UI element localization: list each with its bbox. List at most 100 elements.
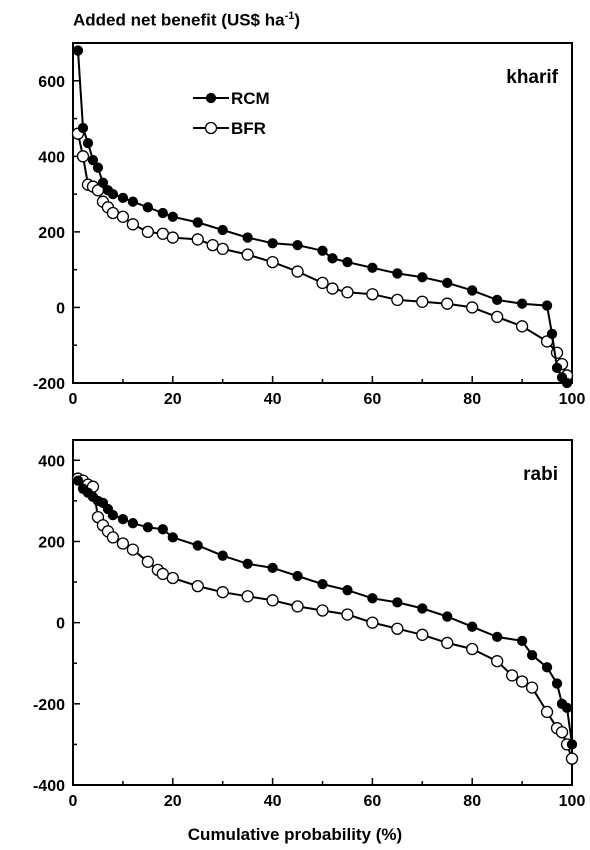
panel-kharif-rcm-point [82,137,94,149]
panel-kharif-y-tick-label: -200 [33,376,65,393]
y-axis-title-close: ) [294,10,301,30]
panel-kharif-legend-rcm-marker [205,92,217,104]
panel-rabi-rcm-point [541,662,553,673]
panel-kharif-rcm-point [516,298,528,309]
panel-kharif-x-tick-label: 80 [463,391,481,408]
panel-kharif-bfr-point [316,276,329,290]
panel-kharif-bfr-point [466,301,479,314]
panel-kharif-x-tick-label: 20 [164,391,182,408]
panel-rabi-y-tick-label: 200 [38,534,65,551]
panel-rabi-x-tick-label: 100 [559,793,586,810]
panel-kharif-x-tick-label: 60 [364,391,382,408]
panel-rabi-x-tick-label: 0 [69,793,78,810]
panel-rabi-bfr-point [191,579,204,593]
panel-kharif-rcm-point [417,272,428,283]
panel-rabi-bfr-point [141,555,155,568]
panel-rabi-bfr-point [216,586,229,599]
panel-kharif-legend-bfr-marker [204,121,218,135]
panel-kharif-bfr-point [366,288,379,301]
panel-kharif-bfr-point [191,233,204,246]
panel-kharif-bfr-point [416,295,429,308]
panel-kharif-rcm-point [491,294,503,306]
panel-rabi-rcm-point [516,635,528,647]
panel-rabi-bfr-point [266,594,279,607]
panel-kharif-rcm-point [317,245,328,256]
panel-kharif-bfr-point [341,286,354,299]
panel-kharif-rcm-point [551,362,563,374]
panel-kharif-bfr-point [216,242,229,256]
panel-rabi-rcm-point [117,513,129,525]
panel-rabi-rcm-point [467,621,478,632]
panel-kharif-rcm-point [97,177,109,188]
panel-rabi-bfr-point [106,531,120,544]
panel-kharif-rcm-point [561,377,573,389]
panel-kharif-rcm-point [157,207,168,219]
panel-kharif-rcm-point [546,328,558,340]
panel-rabi-rcm-point [217,550,228,561]
panel-kharif-frame [72,42,573,384]
panel-rabi-bfr-point [540,705,554,719]
panel-kharif-x-tick-label: 0 [69,391,78,408]
panel-kharif-rcm-point [127,196,139,207]
panel-kharif-bfr-point [326,282,339,295]
panel-kharif-bfr-point [141,225,155,239]
panel-rabi-bfr-point [441,636,454,650]
panel-kharif-bfr-point [126,218,140,231]
panel-kharif-bfr-point [266,255,279,269]
panel-rabi-y-tick-label: 0 [56,616,65,633]
panel-kharif-rcm-point [167,211,178,222]
panel-kharif-rcm-line [77,50,568,384]
panel-rabi-bfr-point [525,681,539,694]
panel-rabi-rcm-point [267,562,278,574]
panel-kharif-legend-rcm-label: RCM [231,89,270,108]
panel-kharif-y-tick-label: 200 [38,225,65,242]
panel-rabi-x-tick-label: 40 [264,793,282,810]
panel-kharif-bfr-point [291,265,304,278]
panel-kharif-legend-bfr-label: BFR [231,119,266,138]
panel-kharif-y-tick-label: 0 [56,300,65,317]
panel-rabi-rcm-point [561,702,573,714]
panel-rabi-bfr-point [490,655,504,668]
panel-kharif-bfr-point [490,310,504,324]
panel-rabi-bfr-point [515,675,529,688]
panel-rabi-rcm-point [192,540,203,551]
panel-rabi-rcm-point [367,593,378,604]
panel-kharif-bfr-point [241,248,254,261]
panel-kharif-rcm-point [217,224,228,236]
panel-rabi-rcm-point [157,524,168,535]
panel-kharif-rcm-point [327,253,338,264]
panel-kharif-y-tick-label: 600 [38,74,65,91]
panel-rabi-bfr-point [241,590,254,603]
panel-rabi-rcm-point [242,558,253,569]
panel-kharif-rcm-point [541,300,553,311]
panel-rabi-x-tick-label: 80 [463,793,481,810]
panel-rabi-bfr-point [126,543,140,556]
panel-rabi-bfr-point [565,752,579,765]
panel-rabi-rcm-point [292,570,303,582]
panel-rabi-bfr-point [505,669,519,682]
panel-rabi-rcm-point [142,522,154,533]
panel-rabi-x-tick-label: 20 [164,793,182,810]
panel-kharif-rcm-point [192,217,203,228]
x-axis-title: Cumulative probability (%) [187,825,403,844]
y-axis-title-main: Added net benefit (US$ ha [73,10,285,30]
panel-kharif-rcm-point [442,277,453,289]
panel-kharif-x-tick-label: 40 [264,391,282,408]
panel-rabi-y-tick-label: -400 [33,778,65,795]
panel-rabi-rcm-point [167,532,178,543]
panel-rabi-bfr-point [391,622,404,635]
panel-kharif-rcm-point [267,238,278,249]
panel-rabi-bfr-point [166,571,179,585]
panel-rabi-rcm-point [107,509,119,521]
panel-kharif-bfr-point [441,297,454,310]
panel-rabi-bfr-point [555,726,569,739]
panel-rabi-rcm-point [566,739,578,750]
panel-rabi-rcm-point [491,631,503,643]
y-axis-title: Added net benefit (US$ ha-1) [73,10,300,31]
panel-rabi-rcm-point [72,475,84,486]
panel-rabi-bfr-point [341,608,354,621]
panel-kharif-bfr-point [76,150,90,163]
panel-rabi-rcm-point [392,597,403,608]
panel-rabi-bfr-point [291,600,304,613]
